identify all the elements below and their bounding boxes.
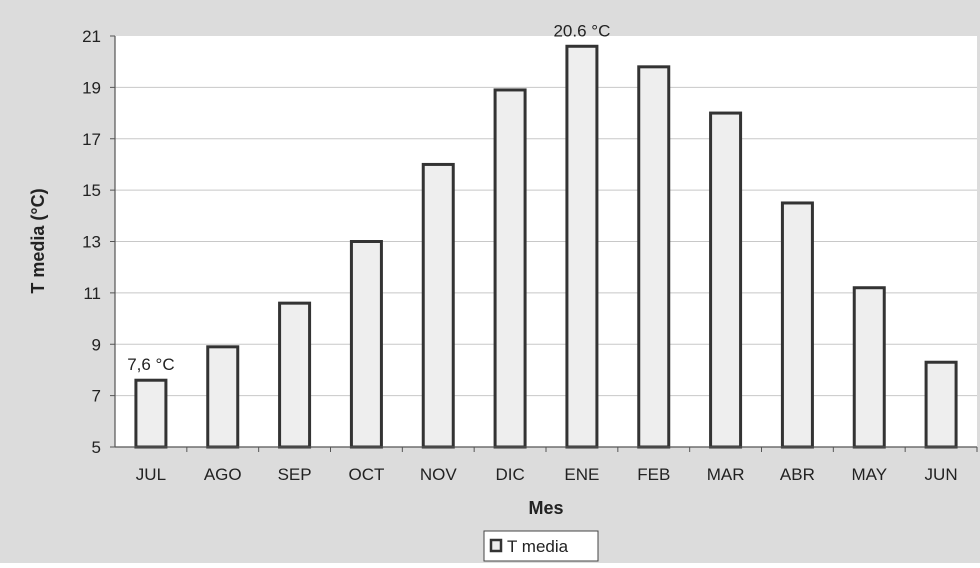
data-annotation: 20.6 °C xyxy=(553,21,610,40)
y-axis-title: T media (°C) xyxy=(28,188,48,293)
x-axis-title: Mes xyxy=(528,498,563,518)
legend: T media xyxy=(483,530,599,562)
data-annotation: 7,6 °C xyxy=(127,355,174,374)
y-tick-label: 17 xyxy=(82,130,101,149)
bar-jul xyxy=(134,378,168,449)
bar-abr xyxy=(780,201,814,449)
x-tick-label: ENE xyxy=(564,465,599,484)
x-tick-label: MAR xyxy=(707,465,745,484)
bar-sep xyxy=(278,301,312,449)
x-tick-label: JUN xyxy=(925,465,958,484)
bar-ago xyxy=(206,345,240,449)
bar-feb xyxy=(637,65,671,449)
x-tick-label: ABR xyxy=(780,465,815,484)
grid-lines xyxy=(115,86,977,397)
legend-box xyxy=(483,530,599,562)
x-tick-label: OCT xyxy=(348,465,384,484)
y-tick-label: 19 xyxy=(82,78,101,97)
x-tick-label: AGO xyxy=(204,465,242,484)
bar-may xyxy=(852,286,886,449)
x-tick-label: JUL xyxy=(136,465,166,484)
bar-oct xyxy=(349,240,383,449)
y-tick-label: 11 xyxy=(83,284,101,303)
y-tick-label: 13 xyxy=(82,233,101,252)
y-tick-label: 15 xyxy=(82,181,101,200)
y-tick-label: 9 xyxy=(92,335,101,354)
legend-label: T media xyxy=(507,537,569,556)
bar-ene xyxy=(565,44,599,449)
x-tick-label: FEB xyxy=(637,465,670,484)
bar-mar xyxy=(709,111,743,449)
bar-nov xyxy=(421,162,455,449)
bar-dic xyxy=(493,88,527,449)
y-tick-label: 5 xyxy=(92,438,101,457)
annotations: 7,6 °C 20.6 °C xyxy=(127,21,610,374)
x-tick-label: NOV xyxy=(420,465,458,484)
y-tick-labels: 5 7 9 11 13 15 17 19 21 xyxy=(82,27,115,457)
x-tick-label: DIC xyxy=(495,465,524,484)
y-tick-label: 21 xyxy=(82,27,101,46)
x-tick-label: MAY xyxy=(851,465,887,484)
legend-swatch xyxy=(489,538,503,553)
y-tick-label: 7 xyxy=(92,387,101,406)
x-tick-labels: JUL AGO SEP OCT NOV DIC ENE FEB MAR ABR MAY JUN xyxy=(136,447,978,484)
x-tick-label: SEP xyxy=(278,465,312,484)
bar-jun xyxy=(924,360,958,449)
